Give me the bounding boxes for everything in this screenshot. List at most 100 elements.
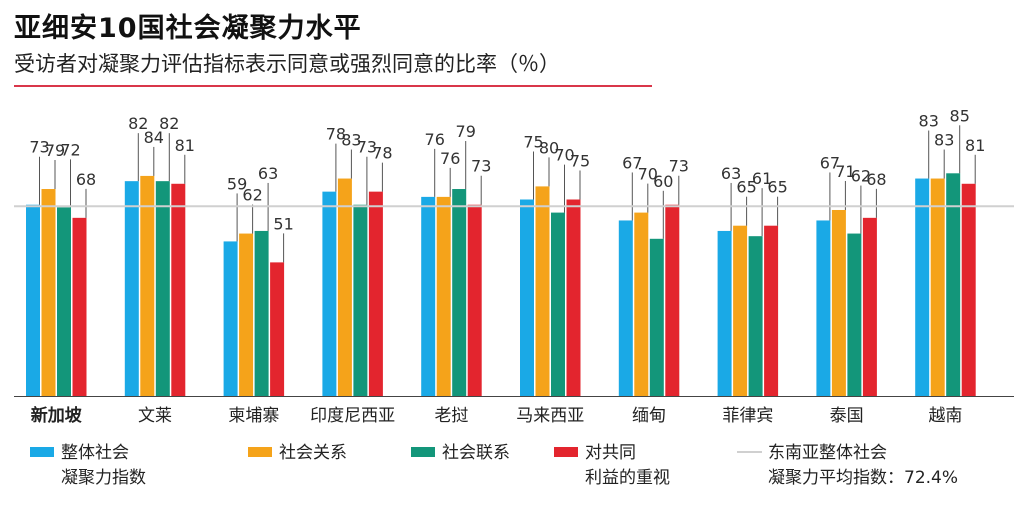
legend-label-asean-average: 东南亚整体社会 凝聚力平均指数：72.4% [768, 441, 958, 491]
bar [862, 217, 877, 396]
bar [915, 178, 930, 396]
x-tick-label: 菲律宾 [722, 406, 773, 426]
legend-swatch-overall-index [30, 447, 54, 457]
data-label: 85 [950, 106, 970, 125]
legend-label-line: 东南亚整体社会 [768, 443, 887, 463]
bar [72, 217, 87, 396]
bar [171, 183, 186, 396]
chart-subtitle: 受访者对凝聚力评估指标表示同意或强烈同意的比率（％） [14, 52, 560, 76]
legend-label-line: 整体社会 [61, 443, 129, 463]
x-tick-label: 文莱 [138, 406, 172, 426]
bar [155, 181, 170, 396]
legend-label-line: 社会关系 [279, 443, 347, 463]
data-label: 78 [372, 144, 392, 163]
data-label: 61 [752, 169, 772, 188]
data-label: 62 [851, 167, 871, 186]
legend-line-asean-average [737, 451, 762, 453]
legend-label-line: 利益的重视 [585, 468, 670, 488]
data-label: 68 [866, 170, 886, 189]
data-label: 67 [820, 153, 840, 172]
bar [961, 183, 976, 396]
bar [467, 204, 482, 396]
bar [124, 181, 139, 396]
bar [41, 189, 56, 396]
bar [551, 212, 565, 396]
data-label: 65 [767, 178, 787, 197]
data-label: 68 [76, 170, 96, 189]
bar [436, 196, 451, 396]
data-label: 76 [425, 130, 445, 149]
data-label: 82 [159, 114, 179, 133]
bar [337, 178, 352, 396]
legend-swatch-common-good [554, 447, 578, 457]
data-label: 70 [554, 146, 574, 165]
bar [946, 173, 961, 396]
data-label: 71 [835, 162, 855, 181]
data-label: 60 [653, 172, 673, 191]
bar [618, 220, 633, 396]
data-label: 75 [570, 152, 590, 171]
x-tick-label: 缅甸 [632, 406, 666, 426]
data-label: 83 [934, 131, 954, 150]
data-label: 76 [440, 149, 460, 168]
data-label: 83 [341, 131, 361, 150]
bar [520, 199, 534, 396]
bar [831, 209, 846, 396]
legend-label-common-good: 对共同 利益的重视 [585, 441, 670, 491]
data-label: 70 [638, 165, 658, 184]
bar [634, 212, 649, 396]
bar [566, 199, 581, 396]
data-label: 73 [471, 157, 491, 176]
bar [748, 236, 763, 396]
data-label: 59 [227, 174, 247, 193]
bar [223, 241, 238, 396]
bar [368, 191, 383, 396]
x-tick-label: 新加坡 [31, 405, 82, 426]
x-tick-label: 柬埔寨 [228, 406, 279, 426]
bar [733, 225, 748, 396]
x-tick-label: 印度尼西亚 [310, 406, 395, 426]
bar [322, 191, 337, 396]
x-tick-label: 泰国 [830, 406, 864, 426]
bar [270, 262, 285, 396]
data-label: 79 [456, 122, 476, 141]
legend-label-social-connectedness: 社会联系 [442, 441, 510, 466]
bar [452, 189, 467, 396]
data-label: 62 [242, 186, 262, 205]
legend-label-overall-index: 整体社会 凝聚力指数 [61, 441, 146, 491]
legend-label-line: 凝聚力指数 [61, 468, 146, 488]
bar [717, 230, 732, 396]
data-label: 51 [273, 214, 293, 233]
data-label: 78 [326, 125, 346, 144]
data-label: 65 [736, 178, 756, 197]
bar [57, 207, 71, 396]
data-label: 73 [29, 138, 49, 157]
data-label: 79 [45, 141, 65, 160]
legend-label-social-relations: 社会关系 [279, 441, 347, 466]
data-label: 82 [128, 114, 148, 133]
bar [649, 238, 664, 396]
x-tick-label: 越南 [928, 406, 962, 426]
bar [26, 204, 40, 396]
x-tick-label: 马来西亚 [516, 406, 584, 426]
data-label: 63 [721, 164, 741, 183]
bar [239, 233, 254, 396]
bar [930, 178, 945, 396]
bar [764, 225, 779, 396]
chart-title: 亚细安10国社会凝聚力水平 [14, 13, 362, 44]
data-label: 72 [60, 140, 80, 159]
data-label: 81 [175, 136, 195, 155]
bar [421, 196, 436, 396]
bar [665, 204, 680, 396]
data-label: 67 [622, 153, 642, 172]
title-divider [14, 85, 652, 87]
bar [353, 204, 368, 396]
legend-label-line: 凝聚力平均指数：72.4% [768, 468, 959, 488]
legend-label-line: 对共同 [585, 443, 636, 463]
data-label: 75 [523, 133, 543, 152]
x-tick-label: 老挝 [434, 406, 468, 426]
bar [535, 186, 550, 396]
bar [816, 220, 831, 396]
bar [140, 175, 155, 396]
